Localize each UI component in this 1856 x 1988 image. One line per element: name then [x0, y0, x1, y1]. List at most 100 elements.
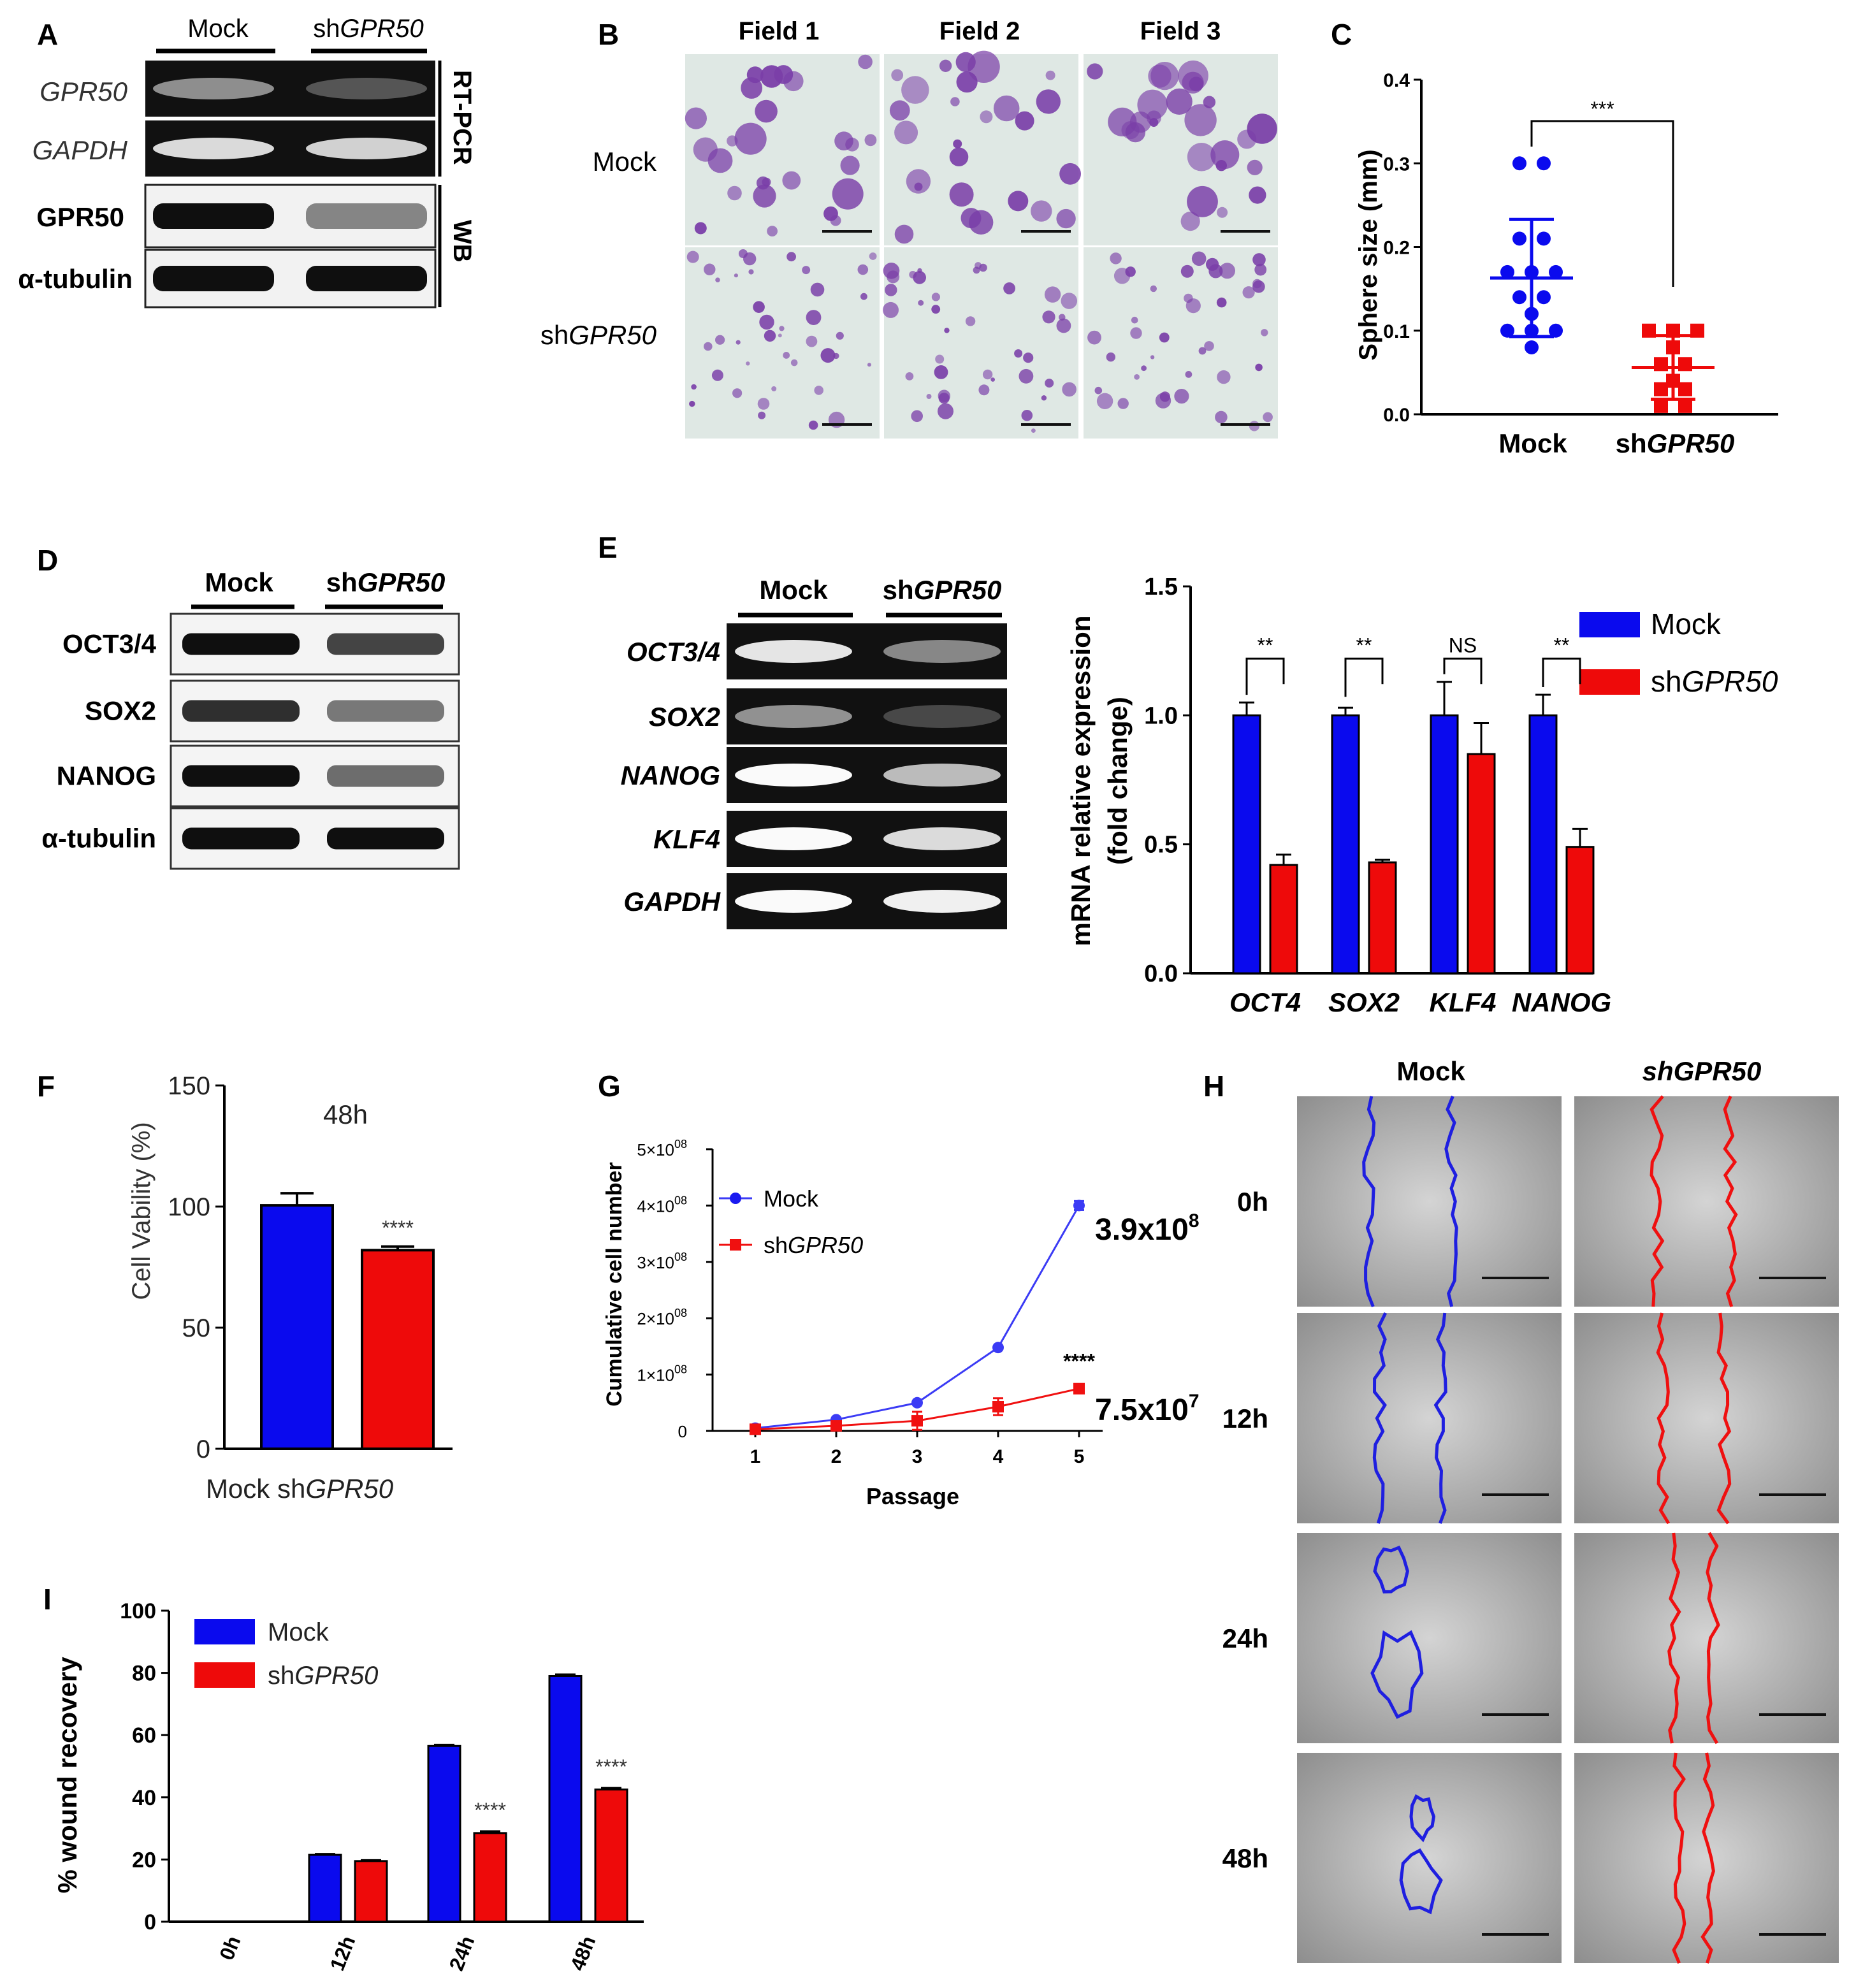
panel-label-c: C — [1331, 18, 1352, 51]
sphere-blob — [832, 178, 864, 210]
time-label: 0h — [1237, 1187, 1268, 1217]
sphere-blob — [1008, 191, 1029, 212]
sphere-blob — [864, 134, 877, 147]
sphere-blob — [894, 120, 918, 145]
sphere-blob — [1261, 329, 1268, 337]
panel-b-row-sh: shGPR50 — [540, 320, 657, 350]
bar — [361, 1249, 435, 1451]
micrograph — [685, 247, 880, 439]
sphere-blob — [834, 131, 853, 150]
sphere-blob — [1134, 374, 1140, 380]
y-tick-label: 1×1008 — [637, 1363, 687, 1385]
panel-b: Field 1 Field 2 Field 3 Mock shGPR50 — [540, 17, 1278, 439]
sphere-blob — [810, 282, 825, 297]
panel-a-wb-bands — [153, 203, 427, 291]
sig-bracket — [1344, 657, 1384, 697]
x-tick-label: 24h — [444, 1933, 479, 1974]
panel-e-gel-rows: OCT3/4 SOX2 NANOG KLF4 GAPDH — [621, 623, 1007, 929]
sphere-blob — [905, 372, 914, 381]
sphere-blob — [1174, 389, 1189, 404]
wound-edge — [1362, 1096, 1376, 1307]
y-tick-label: 0.4 — [1383, 70, 1410, 91]
panel-a-rtpcr-bands — [153, 78, 427, 159]
y-tick-label: 0.1 — [1383, 321, 1410, 342]
time-label: 24h — [1222, 1623, 1268, 1653]
panel-g-legend-mock-marker — [730, 1193, 741, 1204]
wound-edge — [1716, 1312, 1732, 1525]
sig-label: NS — [1449, 634, 1477, 657]
sphere-blob — [748, 269, 754, 275]
sphere-blob — [869, 252, 877, 260]
panel-b-images — [685, 50, 1278, 439]
panel-i-legend-sh: shGPR50 — [268, 1662, 378, 1690]
gel-band — [735, 640, 852, 663]
panel-g-xlabel: Passage — [866, 1483, 959, 1509]
wb-band — [153, 203, 274, 229]
sphere-blob — [1180, 265, 1194, 278]
panel-label-b: B — [598, 18, 619, 51]
panel-b-field-1: Field 1 — [739, 17, 820, 45]
sphere-blob — [753, 184, 776, 208]
sphere-blob — [1137, 89, 1168, 120]
sig-label: **** — [1063, 1350, 1095, 1373]
wound-image — [1297, 1753, 1562, 1963]
panel-a-row-gapdh: GAPDH — [33, 135, 128, 165]
data-point — [1537, 290, 1551, 305]
panel-b-field-3: Field 3 — [1140, 17, 1221, 45]
gel-band — [735, 705, 852, 728]
sphere-blob — [779, 326, 785, 331]
panel-e-col-mock: Mock — [759, 575, 828, 605]
bar — [594, 1788, 628, 1923]
sphere-blob — [1263, 412, 1273, 423]
wound-edge — [1667, 1532, 1681, 1744]
sphere-blob — [715, 335, 725, 345]
sphere-blob — [1045, 70, 1055, 80]
wound-image — [1297, 1533, 1562, 1743]
wound-edge — [1433, 1312, 1447, 1524]
panel-i-legend-sh-swatch — [194, 1662, 255, 1688]
sphere-blob — [753, 301, 765, 314]
wound-image — [1574, 1533, 1839, 1743]
sphere-blob — [935, 354, 945, 364]
y-tick-label: 0 — [678, 1422, 687, 1441]
data-point — [830, 1420, 842, 1432]
gel-row-label: KLF4 — [653, 824, 720, 854]
sphere-blob — [1031, 200, 1052, 222]
sphere-blob — [1059, 314, 1066, 321]
wound-edge — [1372, 1312, 1388, 1524]
sig-bracket — [1443, 657, 1483, 685]
blot-band — [182, 633, 300, 655]
data-point — [1537, 156, 1551, 171]
sphere-blob — [806, 335, 818, 347]
sphere-blob — [732, 388, 743, 398]
sphere-blob — [1149, 118, 1159, 127]
sphere-blob — [1131, 316, 1138, 324]
y-tick-label: 3×1008 — [637, 1251, 687, 1272]
sphere-blob — [802, 266, 811, 275]
sig-label: ** — [1554, 634, 1570, 657]
panel-a-side-rtpcr: RT-PCR — [448, 70, 476, 165]
x-tick-label: 48h — [565, 1933, 600, 1974]
gel-band — [306, 78, 427, 99]
sphere-blob — [1187, 143, 1216, 171]
panel-g-chart: Cumulative cell number Passage Mock shGP… — [602, 1138, 1200, 1509]
x-tick-label: OCT4 — [1229, 987, 1301, 1017]
sphere-blob — [1191, 251, 1207, 266]
y-tick-label: 40 — [132, 1786, 156, 1810]
sphere-blob — [1023, 352, 1034, 363]
panel-d-col-sh: shGPR50 — [326, 567, 446, 597]
panel-d-blots: OCT3/4 SOX2 NANOG α-tubulin — [41, 613, 460, 870]
sig-label: **** — [382, 1217, 414, 1240]
data-point — [1654, 398, 1668, 413]
panel-i-ylabel: % wound recovery — [52, 1657, 82, 1894]
sphere-blob — [1204, 341, 1214, 351]
sphere-blob — [953, 139, 962, 149]
blot-band — [182, 765, 300, 787]
wound-edge — [1656, 1312, 1671, 1525]
sphere-blob — [755, 99, 778, 123]
panel-e-col-sh: shGPR50 — [883, 575, 1002, 605]
sphere-blob — [736, 340, 741, 345]
sphere-blob — [727, 185, 742, 201]
sphere-blob — [1247, 159, 1263, 175]
sphere-blob — [931, 293, 940, 301]
